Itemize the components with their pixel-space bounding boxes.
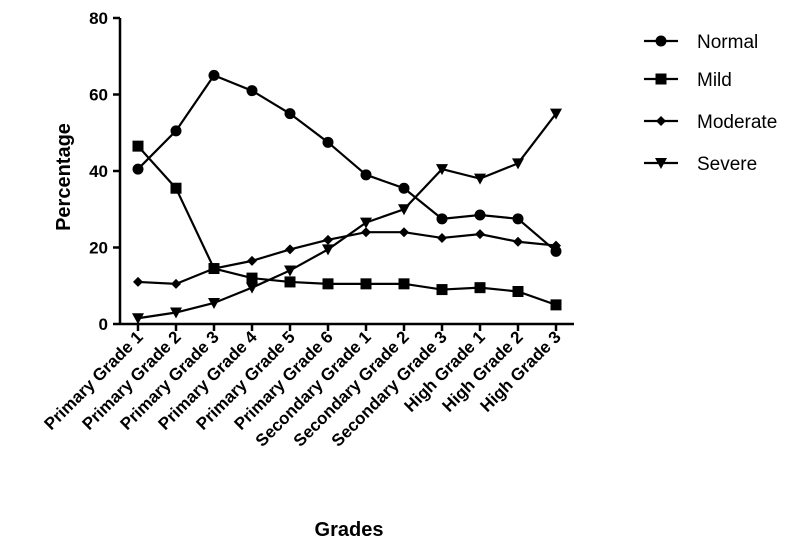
series-normal bbox=[132, 69, 562, 257]
data-point bbox=[398, 182, 410, 194]
legend-item-normal: Normal bbox=[644, 32, 758, 53]
legend-label: Mild bbox=[697, 70, 732, 91]
data-point bbox=[247, 255, 257, 266]
data-point bbox=[322, 278, 334, 290]
data-point bbox=[284, 108, 296, 120]
data-point bbox=[512, 158, 524, 170]
data-point bbox=[132, 140, 144, 152]
data-point bbox=[285, 244, 295, 255]
legend-marker bbox=[655, 73, 667, 85]
data-point bbox=[246, 85, 258, 97]
data-point bbox=[132, 163, 144, 175]
data-point bbox=[437, 232, 447, 243]
data-point bbox=[513, 236, 523, 247]
legend-marker bbox=[656, 116, 666, 126]
data-point bbox=[474, 173, 486, 185]
legend-item-moderate: Moderate bbox=[644, 112, 777, 133]
data-point bbox=[133, 276, 143, 287]
data-point bbox=[436, 284, 448, 296]
legend-label: Moderate bbox=[697, 112, 777, 133]
data-point bbox=[170, 182, 182, 194]
data-point bbox=[208, 69, 220, 81]
legend-item-severe: Severe bbox=[644, 154, 757, 175]
data-point bbox=[361, 227, 371, 238]
data-point bbox=[360, 278, 372, 290]
data-point bbox=[512, 213, 524, 225]
data-point bbox=[322, 136, 334, 148]
data-point bbox=[436, 213, 448, 225]
data-point bbox=[550, 108, 562, 120]
series-line bbox=[137, 74, 557, 253]
data-point bbox=[399, 227, 409, 238]
legend: Normal Mild Moderate Severe bbox=[644, 32, 777, 175]
y-tick-label: 60 bbox=[89, 86, 108, 105]
data-point bbox=[170, 125, 182, 137]
data-point bbox=[360, 217, 372, 229]
legend-label: Severe bbox=[697, 154, 757, 175]
legend-marker bbox=[655, 158, 667, 169]
data-point bbox=[246, 282, 258, 294]
data-point bbox=[474, 209, 486, 221]
data-point bbox=[550, 245, 562, 257]
data-point bbox=[398, 278, 410, 290]
data-point bbox=[474, 282, 486, 294]
data-point bbox=[551, 240, 561, 251]
y-tick-label: 80 bbox=[89, 9, 108, 28]
y-axis: 0 20 40 60 80 bbox=[89, 9, 122, 334]
data-point bbox=[323, 234, 333, 245]
data-point bbox=[132, 313, 144, 325]
series-mild bbox=[132, 140, 562, 311]
series-line bbox=[137, 112, 557, 320]
data-point bbox=[246, 272, 258, 284]
data-point bbox=[171, 278, 181, 289]
legend-item-mild: Mild bbox=[644, 70, 732, 91]
data-point bbox=[360, 169, 372, 181]
data-point bbox=[170, 307, 182, 319]
series-layer bbox=[132, 69, 562, 325]
data-point bbox=[512, 285, 524, 297]
data-point bbox=[475, 229, 485, 240]
x-axis-title: Grades bbox=[315, 519, 384, 541]
legend-label: Normal bbox=[697, 32, 758, 53]
legend-marker bbox=[655, 35, 667, 47]
data-point bbox=[208, 297, 220, 309]
data-point bbox=[284, 265, 296, 277]
data-point bbox=[436, 164, 448, 176]
series-severe bbox=[132, 108, 562, 325]
data-point bbox=[322, 244, 334, 256]
data-point bbox=[398, 204, 410, 216]
data-point bbox=[284, 276, 296, 288]
y-tick-label: 0 bbox=[99, 315, 108, 334]
data-point bbox=[209, 263, 219, 274]
y-tick-label: 40 bbox=[89, 162, 108, 181]
data-point bbox=[550, 299, 562, 311]
series-line bbox=[137, 145, 557, 306]
y-axis-title: Percentage bbox=[53, 123, 75, 231]
y-tick-label: 20 bbox=[89, 239, 108, 258]
